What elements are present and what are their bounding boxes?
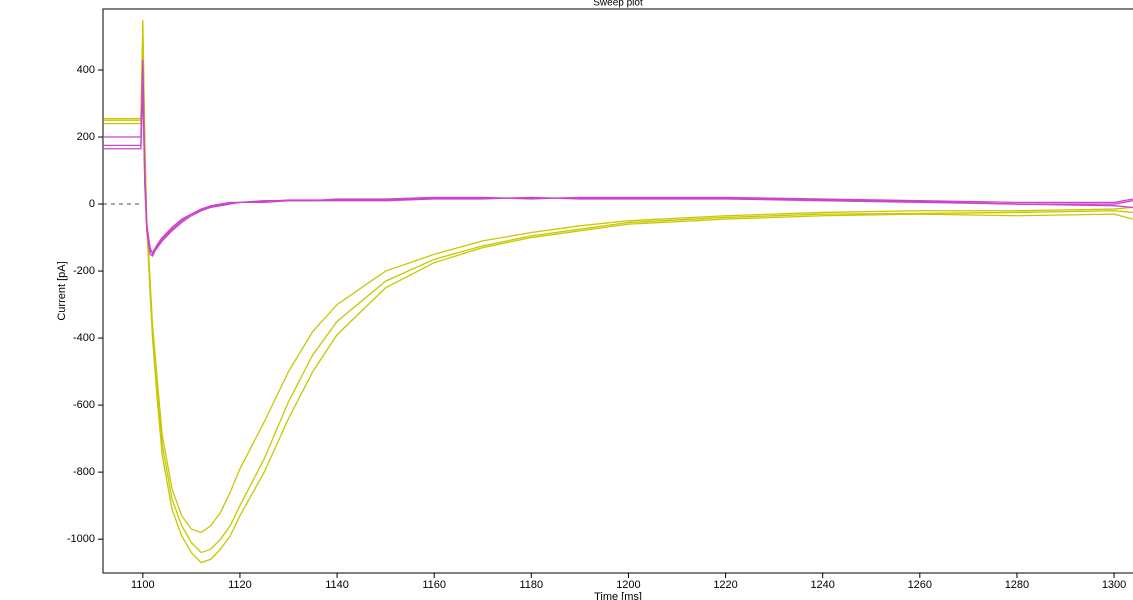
y-tick-label: -200 bbox=[73, 265, 95, 277]
x-tick-label: 1160 bbox=[422, 579, 446, 591]
sweep-line bbox=[103, 29, 1133, 564]
y-tick-label: -800 bbox=[73, 466, 95, 478]
y-tick-label: 0 bbox=[89, 198, 95, 210]
x-tick-label: 1200 bbox=[616, 579, 640, 591]
plot-area bbox=[103, 19, 1133, 564]
x-tick-label: 1240 bbox=[810, 579, 834, 591]
y-tick-label: 200 bbox=[77, 131, 95, 143]
x-tick-label: 1180 bbox=[519, 579, 543, 591]
x-tick-label: 1260 bbox=[908, 579, 932, 591]
y-tick-label: -400 bbox=[73, 332, 95, 344]
x-axis-label: Time [ms] bbox=[594, 591, 642, 600]
x-tick-label: 1120 bbox=[228, 579, 252, 591]
sweep-line bbox=[103, 86, 1133, 257]
y-tick-label: 400 bbox=[77, 64, 95, 76]
sweep-line bbox=[103, 19, 1133, 554]
x-tick-label: 1220 bbox=[713, 579, 737, 591]
y-axis-label: Current [pA] bbox=[56, 261, 68, 320]
sweep-line bbox=[103, 76, 1133, 254]
chart-title: Sweep plot bbox=[593, 0, 643, 9]
sweep-line bbox=[103, 43, 1133, 534]
x-tick-label: 1140 bbox=[325, 579, 349, 591]
y-tick-label: -600 bbox=[73, 399, 95, 411]
x-tick-label: 1100 bbox=[131, 579, 155, 591]
x-tick-label: 1280 bbox=[1005, 579, 1029, 591]
plot-frame bbox=[102, 8, 1133, 574]
x-tick-label: 1300 bbox=[1102, 579, 1126, 591]
y-tick-label: -1000 bbox=[67, 533, 95, 545]
